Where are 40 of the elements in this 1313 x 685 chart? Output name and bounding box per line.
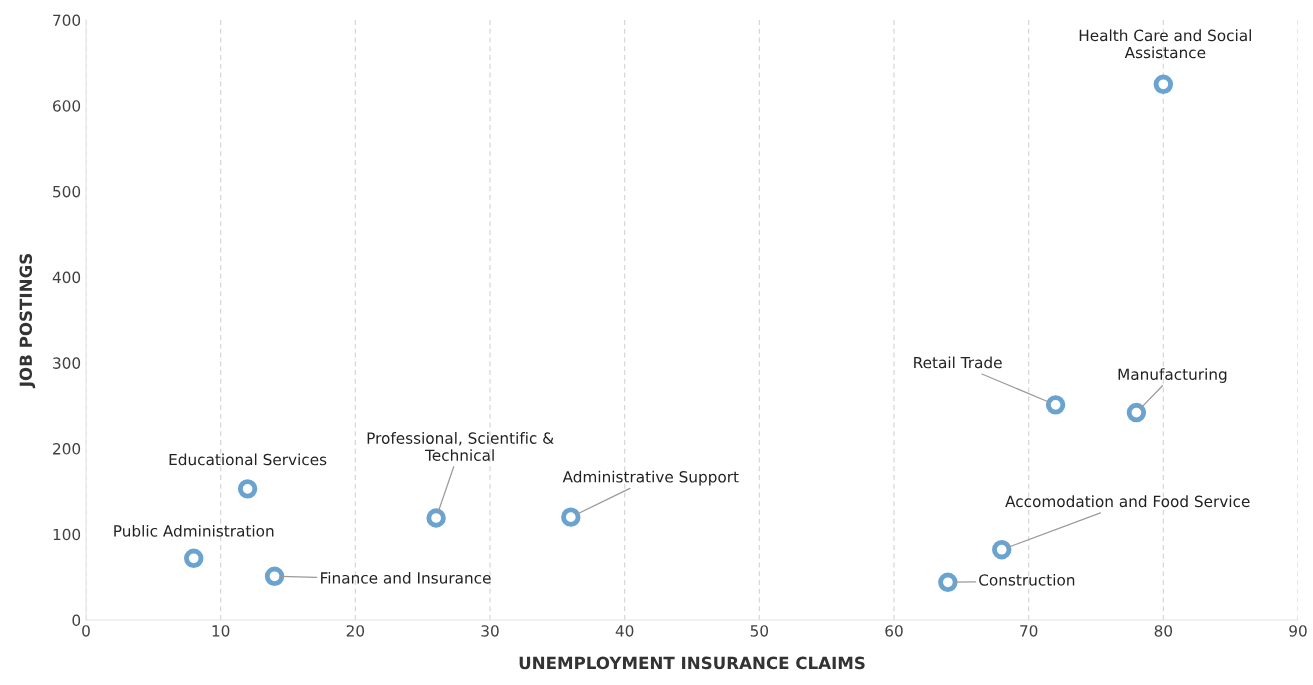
point [1126, 402, 1147, 423]
y-tick-label: 200 [53, 443, 81, 455]
y-tick-label: 600 [53, 100, 81, 112]
annotation: Accomodation and Food Service [1005, 495, 1250, 508]
y-tick-label: 300 [53, 357, 81, 369]
y-axis-title: JOB POSTINGS [19, 253, 36, 389]
x-tick-label: 40 [615, 625, 634, 637]
annotation: Educational Services [169, 453, 327, 466]
x-tick-label: 70 [1020, 625, 1038, 637]
y-tick-label: 0 [72, 614, 81, 627]
annotation: Finance and Insurance [321, 571, 491, 584]
y-tick-label: 400 [52, 271, 81, 284]
point [1153, 74, 1174, 94]
point [426, 508, 446, 528]
annotation: Retail Trade [914, 356, 1002, 369]
x-tick-label: 20 [346, 625, 365, 637]
x-tick-label: 30 [481, 625, 499, 637]
x-tick-label: 0 [82, 625, 90, 637]
x-tick-label: 90 [1289, 625, 1307, 637]
x-tick-label: 10 [212, 625, 230, 637]
x-tick-label: 60 [885, 625, 903, 637]
annotation: Construction [979, 573, 1075, 586]
point [561, 507, 581, 527]
point [992, 540, 1012, 560]
annotation: Health Care and Social Assistance [1079, 29, 1251, 59]
point [1045, 395, 1066, 415]
x-axis-title: UNEMPLOYMENT INSURANCE CLAIMS [519, 656, 865, 670]
x-tick-label: 80 [1154, 625, 1173, 637]
point [938, 572, 958, 592]
annotation: Administrative Support [562, 470, 739, 486]
y-tick-label: 500 [53, 185, 81, 198]
annotation: Professional, Scientific & Technical [367, 432, 554, 461]
y-tick-label: 100 [53, 528, 81, 541]
annotation: Public Administration [114, 524, 274, 537]
point [237, 479, 258, 499]
point [264, 566, 285, 586]
point [184, 548, 204, 568]
x-tick-label: 50 [750, 625, 769, 637]
annotation: Manufacturing [1118, 368, 1227, 383]
y-tick-label: 700 [53, 14, 81, 27]
